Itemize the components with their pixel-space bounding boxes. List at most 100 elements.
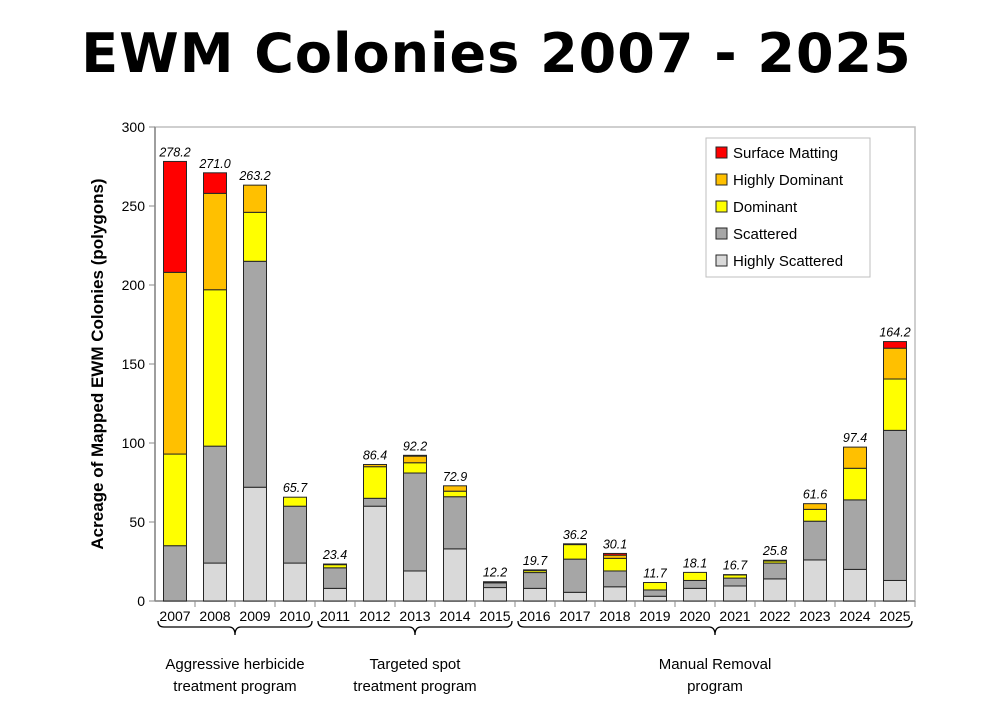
x-tick-label: 2025	[879, 608, 910, 624]
bar-segment-dominant	[603, 557, 627, 572]
bar-segment-highly-dominant	[843, 446, 867, 469]
bar-segment-highly-scattered	[883, 579, 907, 602]
x-tick-label: 2008	[199, 608, 230, 624]
bar-segment-dominant	[403, 462, 427, 474]
bar-segment-scattered	[443, 496, 467, 550]
bar-segment-highly-dominant	[803, 503, 827, 510]
bar-segment-dominant	[363, 466, 387, 499]
bar-segment-highly-scattered	[483, 587, 507, 602]
bar-segment-scattered	[323, 567, 347, 589]
chart-title: EWM Colonies 2007 - 2025	[81, 22, 912, 85]
bar-segment-highly-scattered	[523, 587, 547, 602]
bar-segment-scattered	[843, 499, 867, 570]
bar-segment-highly-scattered	[203, 562, 227, 602]
y-tick-label: 50	[129, 514, 145, 530]
x-tick-label: 2020	[679, 608, 710, 624]
data-label: 164.2	[879, 326, 910, 340]
group-label: treatment program	[353, 678, 476, 695]
y-tick-label: 100	[122, 435, 146, 451]
legend-swatch	[715, 146, 728, 159]
bar-segment-scattered	[883, 429, 907, 581]
bar-segment-highly-scattered	[803, 559, 827, 602]
data-label: 19.7	[523, 554, 548, 568]
bar-segment-dominant	[843, 467, 867, 501]
x-tick-label: 2011	[320, 608, 350, 624]
bar-segment-highly-dominant	[763, 559, 787, 562]
bar-segment-scattered	[563, 558, 587, 593]
x-tick-label: 2014	[439, 608, 470, 624]
y-tick-label: 150	[122, 356, 146, 372]
bar-segment-surface-matting	[403, 454, 427, 457]
bar-segment-highly-dominant	[563, 543, 587, 546]
legend-label: Surface Matting	[733, 145, 838, 162]
bar-segment-highly-scattered	[563, 591, 587, 602]
x-tick-label: 2024	[839, 608, 870, 624]
group-bracket	[317, 620, 513, 636]
legend-label: Highly Scattered	[733, 253, 843, 270]
bar-segment-dominant	[163, 453, 187, 547]
bar-segment-highly-scattered	[643, 595, 667, 602]
bar-segment-highly-dominant	[323, 563, 347, 566]
bar-segment-highly-scattered	[323, 587, 347, 602]
bar-segment-scattered	[163, 545, 187, 602]
bar-segment-surface-matting	[883, 341, 907, 349]
y-axis-label: Acreage of Mapped EWM Colonies (polygons…	[88, 178, 107, 549]
data-label: 263.2	[238, 169, 270, 183]
bar-segment-scattered	[403, 472, 427, 572]
bar-segment-highly-dominant	[403, 455, 427, 464]
bar-segment-highly-dominant	[243, 184, 267, 213]
bar-segment-dominant	[563, 544, 587, 560]
data-label: 97.4	[843, 431, 867, 445]
bar-segment-scattered	[203, 445, 227, 564]
bar-segment-surface-matting	[203, 172, 227, 194]
x-tick-label: 2021	[719, 608, 750, 624]
data-label: 25.8	[762, 544, 787, 558]
bar-segment-scattered	[723, 577, 747, 587]
y-tick-label: 250	[122, 198, 146, 214]
legend-swatch	[715, 227, 728, 240]
legend-swatch	[715, 200, 728, 213]
bar-segment-dominant	[803, 508, 827, 522]
bar-segment-dominant	[443, 490, 467, 498]
bar-segment-surface-matting	[603, 552, 627, 556]
y-tick-label: 0	[137, 593, 145, 609]
legend-swatch	[715, 254, 728, 267]
bar-segment-scattered	[643, 589, 667, 597]
x-tick-label: 2018	[599, 608, 630, 624]
bar-segment-scattered	[803, 520, 827, 561]
data-label: 11.7	[643, 567, 667, 581]
group-label: Targeted spot	[370, 656, 462, 673]
data-label: 61.6	[803, 488, 827, 502]
bar-segment-scattered	[523, 572, 547, 589]
bar-segment-highly-dominant	[203, 192, 227, 291]
bar-segment-highly-scattered	[603, 586, 627, 602]
bar-segment-highly-dominant	[883, 347, 907, 380]
bar-segment-highly-dominant	[443, 485, 467, 492]
data-label: 278.2	[158, 145, 190, 159]
bar-segment-dominant	[203, 289, 227, 447]
x-tick-label: 2012	[359, 608, 390, 624]
bar-segment-scattered	[683, 579, 707, 589]
bar-segment-highly-scattered	[723, 585, 747, 602]
group-label: Aggressive herbicide	[165, 656, 304, 673]
group-bracket	[517, 620, 913, 636]
legend-swatch	[715, 173, 728, 186]
data-label: 72.9	[443, 470, 467, 484]
bar-segment-highly-scattered	[443, 548, 467, 602]
x-tick-label: 2013	[399, 608, 430, 624]
bar-segment-highly-dominant	[483, 581, 507, 584]
bar-segment-scattered	[763, 562, 787, 580]
data-label: 271.0	[198, 157, 230, 171]
bar-segment-highly-dominant	[163, 271, 187, 455]
bar-segment-highly-dominant	[523, 569, 547, 572]
bar-segment-dominant	[283, 496, 307, 507]
group-label: Manual Removal	[659, 656, 772, 673]
data-label: 65.7	[283, 481, 308, 495]
data-label: 92.2	[403, 439, 427, 453]
group-label: program	[687, 678, 743, 695]
x-tick-label: 2015	[479, 608, 510, 624]
bar-segment-dominant	[683, 571, 707, 581]
bar-segment-scattered	[483, 582, 507, 589]
bar-segment-surface-matting	[163, 160, 187, 273]
